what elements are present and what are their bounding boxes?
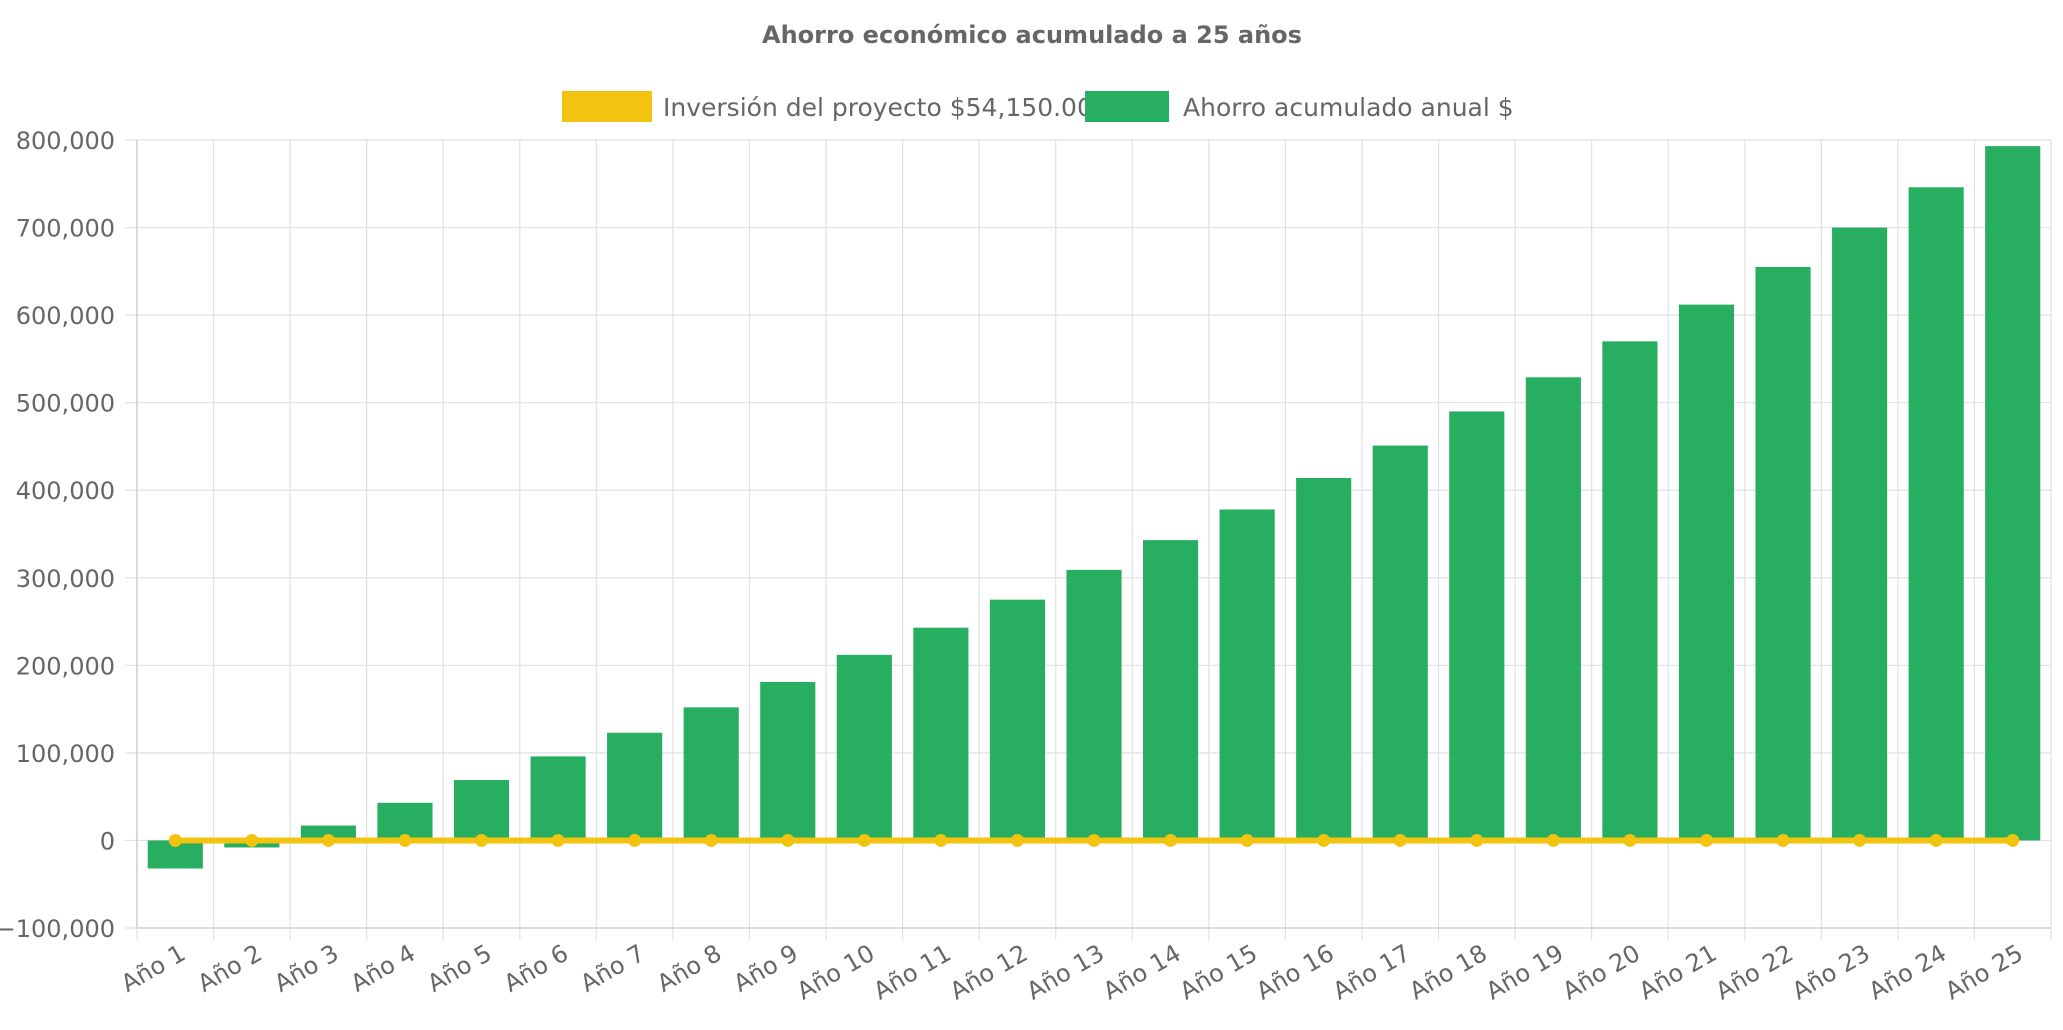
y-tick-label: 200,000 xyxy=(16,652,115,680)
bar[interactable] xyxy=(1066,569,1122,841)
x-tick-label: Año 1 xyxy=(116,939,190,998)
y-tick-label: 600,000 xyxy=(16,302,115,330)
legend-swatch xyxy=(1085,91,1169,122)
line-point[interactable] xyxy=(1699,833,1713,847)
legend: Inversión del proyecto $54,150.00 Ahorro … xyxy=(562,91,1514,122)
y-tick-label: 100,000 xyxy=(16,740,115,768)
x-tick-label: Año 7 xyxy=(576,939,650,998)
line-point[interactable] xyxy=(551,833,565,847)
bar[interactable] xyxy=(1678,304,1735,841)
bar[interactable] xyxy=(1219,509,1275,841)
y-tick-label: 0 xyxy=(100,827,115,855)
line-point[interactable] xyxy=(934,833,948,847)
x-tick-label: Año 5 xyxy=(423,939,497,998)
line-point[interactable] xyxy=(398,833,412,847)
y-tick-label: 700,000 xyxy=(16,215,115,243)
line-point[interactable] xyxy=(1546,833,1560,847)
bar[interactable] xyxy=(607,732,663,841)
legend-swatch xyxy=(562,91,652,122)
x-tick-label: Año 6 xyxy=(499,939,573,998)
line-point[interactable] xyxy=(1010,833,1024,847)
bar[interactable] xyxy=(1525,377,1581,841)
bar[interactable] xyxy=(1832,227,1888,841)
line-point[interactable] xyxy=(628,833,642,847)
x-tick-label: Año 8 xyxy=(652,939,726,998)
bar[interactable] xyxy=(530,756,586,841)
y-tick-label: 300,000 xyxy=(16,565,115,593)
line-point[interactable] xyxy=(704,833,718,847)
bar[interactable] xyxy=(1755,266,1811,841)
bar[interactable] xyxy=(1372,445,1428,841)
x-tick-label: Año 9 xyxy=(729,939,803,998)
bar[interactable] xyxy=(1296,477,1352,841)
grid xyxy=(125,139,2052,940)
x-tick-label: Año 12 xyxy=(945,939,1032,1005)
y-tick-label: 400,000 xyxy=(16,477,115,505)
bar[interactable] xyxy=(1908,187,1964,841)
line-point[interactable] xyxy=(1470,833,1484,847)
bar[interactable] xyxy=(300,825,356,841)
line-point[interactable] xyxy=(168,833,182,847)
x-tick-label: Año 22 xyxy=(1711,939,1798,1005)
bar[interactable] xyxy=(989,599,1046,841)
bar[interactable] xyxy=(453,780,510,841)
x-tick-label: Año 18 xyxy=(1405,939,1492,1005)
x-tick-label: Año 23 xyxy=(1787,939,1874,1005)
x-tick-label: Año 21 xyxy=(1634,939,1721,1005)
y-axis: 800,000 700,000 600,000 500,000 400,000 300,0… xyxy=(0,127,115,943)
chart-title: Ahorro económico acumulado a 25 años xyxy=(762,21,1302,49)
legend-label[interactable]: Inversión del proyecto $54,150.00 xyxy=(663,93,1093,122)
x-tick-label: Año 13 xyxy=(1022,939,1109,1005)
bar[interactable] xyxy=(683,707,739,841)
x-tick-label: Año 3 xyxy=(269,939,343,998)
y-tick-label: −100,000 xyxy=(0,915,115,943)
x-tick-label: Año 4 xyxy=(346,939,420,998)
line-point[interactable] xyxy=(321,833,335,847)
bar[interactable] xyxy=(760,681,816,841)
line-point[interactable] xyxy=(1776,833,1790,847)
x-tick-label: Año 24 xyxy=(1864,939,1951,1005)
x-axis: Año 1 Año 2 Año 3 Año 4 Año 5 Año 6 Año 7 Año 8… xyxy=(116,939,2027,1005)
x-tick-label: Año 19 xyxy=(1481,939,1568,1005)
line-point[interactable] xyxy=(781,833,795,847)
bar-series xyxy=(147,146,2041,869)
x-tick-label: Año 20 xyxy=(1558,939,1645,1005)
line-point[interactable] xyxy=(1929,833,1943,847)
x-tick-label: Año 16 xyxy=(1252,939,1339,1005)
line-point[interactable] xyxy=(1164,833,1178,847)
legend-label[interactable]: Ahorro acumulado anual $ xyxy=(1183,93,1514,122)
x-tick-label: Año 10 xyxy=(792,939,879,1005)
y-tick-label: 800,000 xyxy=(16,127,115,155)
x-tick-label: Año 11 xyxy=(869,939,956,1005)
bar[interactable] xyxy=(1449,411,1505,841)
line-point[interactable] xyxy=(1087,833,1101,847)
line-point[interactable] xyxy=(1623,833,1637,847)
bar[interactable] xyxy=(1985,146,2041,841)
line-point[interactable] xyxy=(857,833,871,847)
line-point[interactable] xyxy=(1317,833,1331,847)
y-tick-label: 500,000 xyxy=(16,390,115,418)
x-tick-label: Año 15 xyxy=(1175,939,1262,1005)
bar[interactable] xyxy=(913,627,969,841)
bar[interactable] xyxy=(836,654,892,841)
line-point[interactable] xyxy=(475,833,489,847)
line-point[interactable] xyxy=(1853,833,1867,847)
bar[interactable] xyxy=(1142,540,1199,841)
bar[interactable] xyxy=(1602,341,1658,841)
x-tick-label: Año 17 xyxy=(1328,939,1415,1005)
line-point[interactable] xyxy=(2006,833,2020,847)
line-point[interactable] xyxy=(1393,833,1407,847)
line-series xyxy=(168,833,2020,847)
line-point[interactable] xyxy=(245,833,259,847)
x-tick-label: Año 2 xyxy=(193,939,267,998)
x-tick-label: Año 14 xyxy=(1098,939,1185,1005)
x-tick-label: Año 25 xyxy=(1941,939,2028,1005)
line-point[interactable] xyxy=(1240,833,1254,847)
